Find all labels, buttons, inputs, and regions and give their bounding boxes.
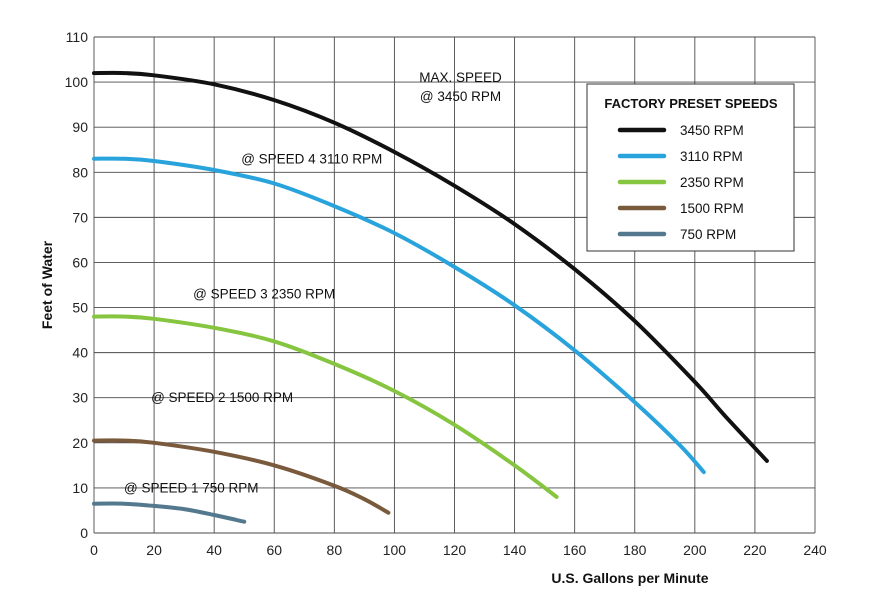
curve-2350-rpm xyxy=(92,314,559,499)
x-tick-label: 40 xyxy=(206,542,222,558)
legend-label: 750 RPM xyxy=(680,227,736,242)
y-axis-title: Feet of Water xyxy=(39,240,55,329)
y-tick-label: 50 xyxy=(72,300,88,316)
legend-label: 1500 RPM xyxy=(680,201,744,216)
curve-1500-rpm xyxy=(92,438,391,515)
y-tick-label: 110 xyxy=(66,29,89,45)
y-tick-label: 20 xyxy=(72,435,88,451)
curve-750-rpm xyxy=(92,501,247,524)
x-tick-label: 200 xyxy=(683,542,707,558)
legend-items: 3450 RPM 3110 RPM 2350 RPM 1500 RPM 750 RPM xyxy=(617,123,744,242)
y-tick-label: 0 xyxy=(80,525,88,541)
legend-box xyxy=(586,83,795,252)
curve-3450-rpm xyxy=(92,70,769,463)
legend-title: FACTORY PRESET SPEEDS xyxy=(604,96,777,111)
y-tick-labels: 0 10 20 30 40 50 60 70 80 90 100 110 xyxy=(65,29,89,541)
y-tick-label: 80 xyxy=(72,164,88,180)
x-tick-label: 240 xyxy=(803,542,827,558)
x-tick-label: 0 xyxy=(90,542,98,558)
curve-annotation: @ SPEED 2 1500 RPM xyxy=(151,390,293,405)
legend: FACTORY PRESET SPEEDS 3450 RPM 3110 RPM 23… xyxy=(586,83,795,252)
x-tick-label: 180 xyxy=(623,542,647,558)
y-tick-label: 90 xyxy=(72,119,88,135)
y-tick-label: 70 xyxy=(72,209,88,225)
y-tick-label: 40 xyxy=(72,345,88,361)
y-tick-label: 30 xyxy=(72,390,88,406)
x-tick-label: 140 xyxy=(503,542,527,558)
legend-label: 3450 RPM xyxy=(680,123,744,138)
curve-annotation: @ 3450 RPM xyxy=(420,89,501,104)
x-tick-label: 20 xyxy=(146,542,162,558)
x-tick-label: 60 xyxy=(266,542,282,558)
curve-annotation: MAX. SPEED xyxy=(419,70,502,85)
x-tick-labels: 0 20 40 60 80 100 120 140 160 180 200 220 240 xyxy=(90,542,827,558)
x-tick-label: 100 xyxy=(383,542,407,558)
x-tick-label: 120 xyxy=(443,542,467,558)
x-tick-label: 160 xyxy=(563,542,587,558)
legend-label: 2350 RPM xyxy=(680,175,744,190)
curve-annotation: @ SPEED 1 750 RPM xyxy=(124,480,259,495)
x-tick-label: 220 xyxy=(743,542,767,558)
x-axis-title: U.S. Gallons per Minute xyxy=(551,570,708,586)
y-tick-label: 100 xyxy=(65,74,89,90)
annotation-layer: MAX. SPEED @ 3450 RPM @ SPEED 4 3110 RPM @ … xyxy=(124,70,502,495)
legend-label: 3110 RPM xyxy=(680,149,743,164)
curve-annotation: @ SPEED 3 2350 RPM xyxy=(193,287,335,302)
curve-layer xyxy=(92,70,769,524)
y-tick-label: 60 xyxy=(72,254,88,270)
x-tick-label: 80 xyxy=(327,542,343,558)
curve-annotation: @ SPEED 4 3110 RPM xyxy=(241,151,382,166)
curve-3110-rpm xyxy=(92,156,706,475)
y-tick-label: 10 xyxy=(72,480,88,496)
